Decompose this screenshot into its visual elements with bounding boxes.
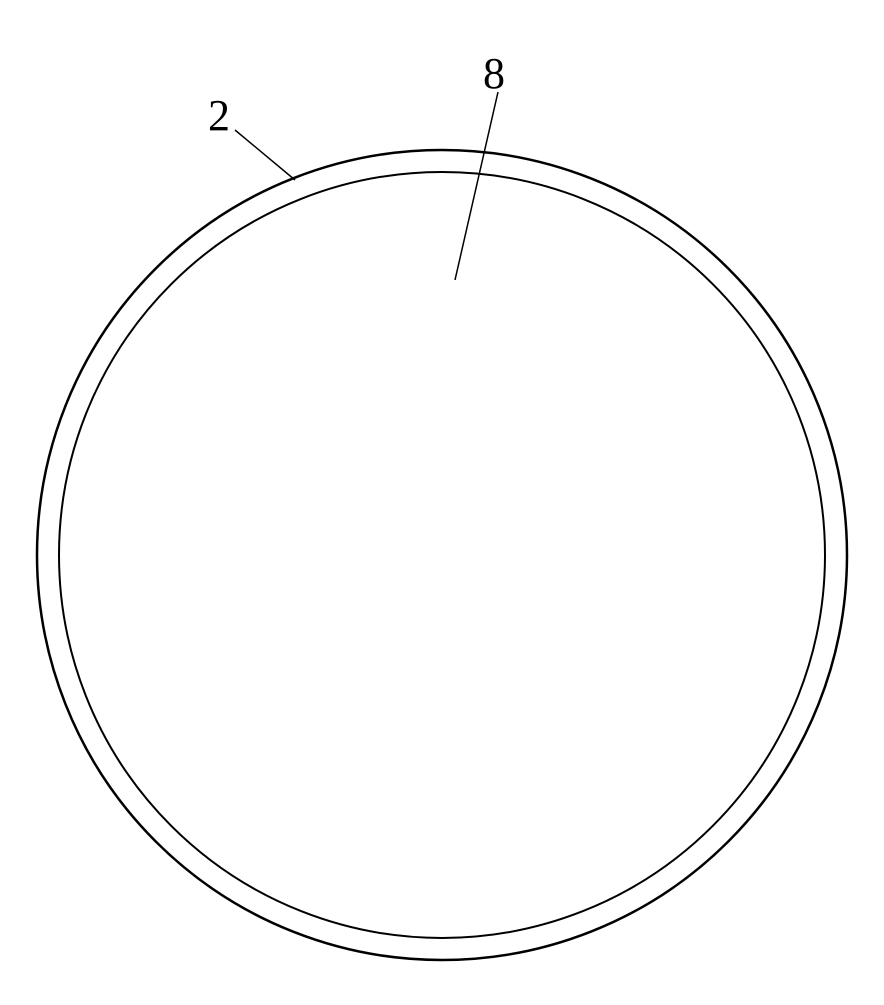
leader-line-8 [455, 92, 498, 280]
callout-label-2: 2 [208, 90, 230, 141]
inner-circle [59, 172, 825, 938]
diagram-svg [0, 0, 884, 1000]
diagram-container: 2 8 [0, 0, 884, 1000]
outer-circle [37, 150, 847, 960]
leader-line-2 [235, 130, 295, 180]
callout-label-8: 8 [483, 48, 505, 99]
label-2-text: 2 [208, 91, 230, 140]
label-8-text: 8 [483, 49, 505, 98]
